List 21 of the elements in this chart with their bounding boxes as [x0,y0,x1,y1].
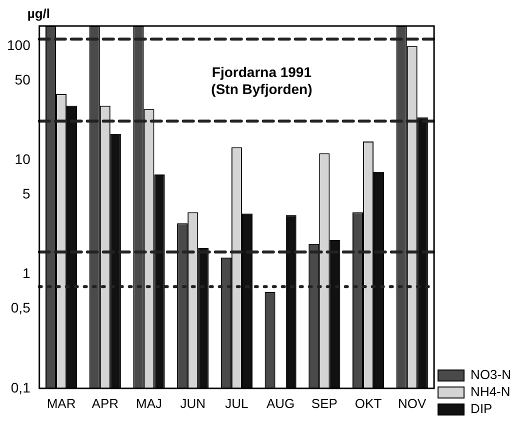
y-tick-label: 100 [7,36,31,53]
x-tick-label: SEP [311,396,338,411]
y-tick-label: 5 [22,185,31,202]
x-tick-label: APR [92,396,119,411]
x-tick-label: MAJ [136,396,162,411]
y-axis-title: µg/l [27,6,50,22]
x-tick-label: JUL [225,396,248,411]
y-tick-label: 50 [14,71,31,88]
legend-label: NO3-N [470,367,512,382]
legend-label: NH4-N [470,384,510,400]
legend-label: DIP [470,401,492,416]
y-tick-label: 10 [14,151,31,168]
x-tick-label: MAR [46,396,76,411]
x-tick-label: JUN [180,396,206,411]
text: Fjordarna 1991 (Stn Byfjorden) [211,64,312,97]
y-tick-label: 0,1 [10,379,31,396]
y-tick-label: 0,5 [10,300,31,316]
x-tick-label: OKT [354,396,382,411]
y-tick-label: 1 [22,265,31,282]
x-tick-label: NOV [398,396,427,411]
x-tick-label: AUG [266,396,295,411]
